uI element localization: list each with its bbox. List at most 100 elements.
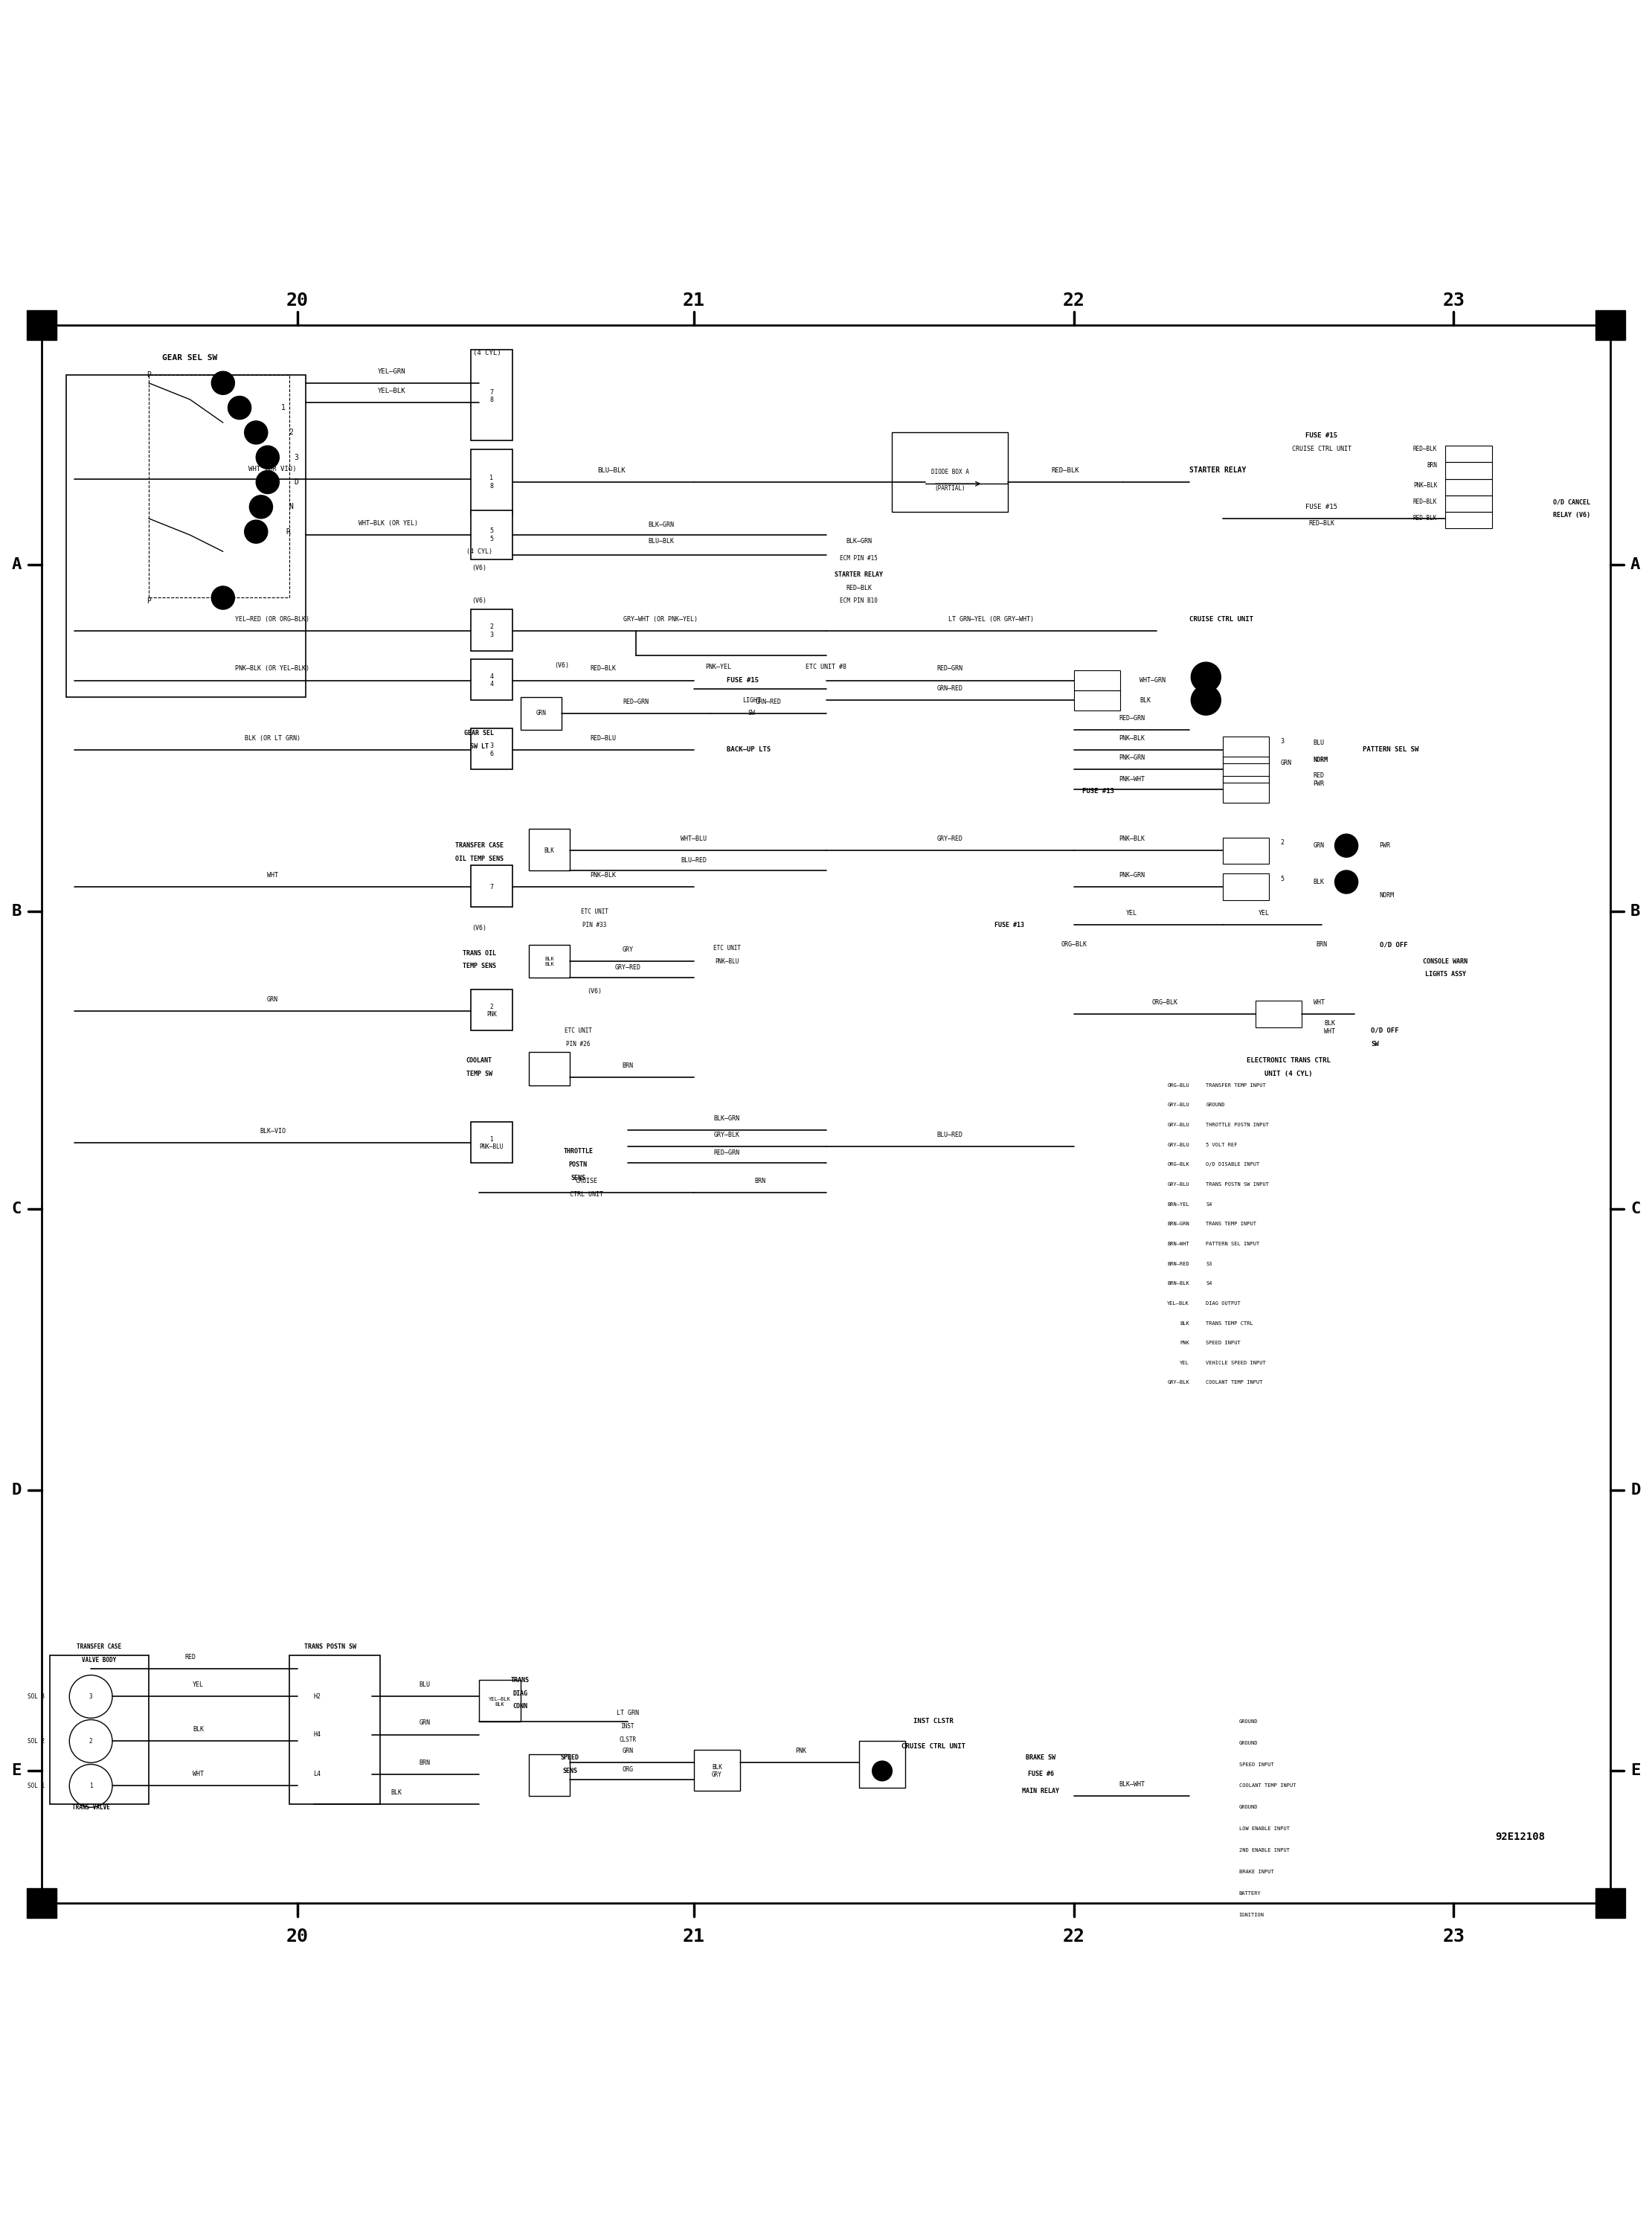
- Text: RED–BLK: RED–BLK: [1412, 515, 1437, 522]
- Circle shape: [244, 422, 268, 444]
- Text: FUSE #15: FUSE #15: [727, 677, 758, 684]
- Text: PNK–BLK: PNK–BLK: [1118, 735, 1145, 741]
- Text: BRN: BRN: [755, 1177, 765, 1185]
- Text: THROTTLE POSTN INPUT: THROTTLE POSTN INPUT: [1206, 1123, 1269, 1128]
- Text: LT GRN–YEL (OR GRY–WHT): LT GRN–YEL (OR GRY–WHT): [948, 615, 1034, 622]
- Bar: [1596, 1889, 1626, 1918]
- Text: E: E: [1631, 1763, 1640, 1778]
- Text: GEAR SEL: GEAR SEL: [464, 730, 494, 737]
- Bar: [859, 1740, 905, 1787]
- Text: O/D CANCEL: O/D CANCEL: [1553, 500, 1591, 506]
- Text: PNK: PNK: [796, 1747, 806, 1754]
- Circle shape: [1335, 835, 1358, 857]
- Text: (V6): (V6): [586, 988, 603, 995]
- Text: BLU–RED: BLU–RED: [681, 857, 707, 864]
- Bar: [1446, 446, 1492, 462]
- Text: (V6): (V6): [471, 926, 487, 932]
- Text: NORM: NORM: [1313, 757, 1328, 764]
- Text: SOL 1: SOL 1: [28, 1783, 45, 1789]
- Bar: [471, 728, 512, 770]
- Text: OIL TEMP SENS: OIL TEMP SENS: [454, 855, 504, 861]
- Text: PATTERN SEL SW: PATTERN SEL SW: [1363, 746, 1419, 753]
- Text: 3
6: 3 6: [489, 741, 494, 757]
- Text: GRY–WHT (OR PNK–YEL): GRY–WHT (OR PNK–YEL): [623, 615, 699, 622]
- Text: BLK
GRY: BLK GRY: [712, 1763, 722, 1778]
- Text: SW: SW: [1371, 1041, 1379, 1048]
- Text: GROUND: GROUND: [1239, 1718, 1257, 1723]
- Text: COOLANT: COOLANT: [466, 1057, 492, 1063]
- Text: LIGHT: LIGHT: [742, 697, 762, 704]
- Text: (V6): (V6): [471, 597, 487, 604]
- Text: NORM: NORM: [1379, 892, 1394, 899]
- Text: 2: 2: [1280, 839, 1284, 846]
- Bar: [1222, 875, 1269, 899]
- Bar: [1596, 311, 1626, 340]
- Text: GRY–BLK: GRY–BLK: [714, 1132, 740, 1139]
- Text: BLK: BLK: [544, 848, 555, 855]
- Text: LOW ENABLE INPUT: LOW ENABLE INPUT: [1239, 1827, 1290, 1832]
- Text: GRY–BLU: GRY–BLU: [1168, 1103, 1189, 1108]
- Text: BRN: BRN: [1317, 941, 1327, 948]
- Text: BLK: BLK: [193, 1727, 203, 1734]
- Text: GROUND: GROUND: [1206, 1103, 1224, 1108]
- Text: 22: 22: [1062, 291, 1085, 309]
- Text: (PARTIAL): (PARTIAL): [935, 486, 965, 493]
- Bar: [26, 311, 56, 340]
- Text: 23: 23: [1442, 1927, 1465, 1945]
- Text: B: B: [1631, 904, 1640, 919]
- Bar: [529, 946, 570, 977]
- Text: PATTERN SEL INPUT: PATTERN SEL INPUT: [1206, 1241, 1260, 1245]
- Text: P: P: [147, 371, 150, 377]
- Text: GRY: GRY: [623, 946, 633, 952]
- Text: ECM PIN B10: ECM PIN B10: [841, 597, 877, 604]
- Text: C: C: [1631, 1201, 1640, 1217]
- Text: 1
PNK–BLU: 1 PNK–BLU: [479, 1137, 504, 1150]
- Text: WHT: WHT: [1313, 999, 1325, 1006]
- Text: PNK: PNK: [1180, 1341, 1189, 1345]
- Bar: [1074, 690, 1120, 710]
- Circle shape: [228, 395, 251, 420]
- Text: PNK–GRN: PNK–GRN: [1118, 872, 1145, 879]
- Text: BRN–GRN: BRN–GRN: [1168, 1221, 1189, 1225]
- Text: 2
PNK: 2 PNK: [486, 1003, 497, 1019]
- Text: ETC UNIT: ETC UNIT: [582, 908, 608, 915]
- Text: BLK
BLK: BLK BLK: [545, 957, 553, 966]
- Text: GRY–RED: GRY–RED: [937, 835, 963, 841]
- Text: BLK: BLK: [392, 1789, 401, 1796]
- Text: PNK–YEL: PNK–YEL: [705, 664, 732, 670]
- Text: INST: INST: [621, 1723, 634, 1729]
- Text: WHT (OR VIO): WHT (OR VIO): [248, 466, 297, 473]
- Text: 4
4: 4 4: [489, 673, 494, 688]
- Text: S4: S4: [1206, 1281, 1213, 1285]
- Text: 20: 20: [286, 1927, 309, 1945]
- Text: BLK–VIO: BLK–VIO: [259, 1128, 286, 1134]
- Text: ORG–BLK: ORG–BLK: [1151, 999, 1178, 1006]
- Circle shape: [1191, 662, 1221, 693]
- Text: 2ND ENABLE INPUT: 2ND ENABLE INPUT: [1239, 1847, 1290, 1851]
- Text: O/D OFF: O/D OFF: [1379, 941, 1408, 948]
- Text: BLK (OR LT GRN): BLK (OR LT GRN): [244, 735, 301, 741]
- Text: RELAY (V6): RELAY (V6): [1553, 513, 1591, 519]
- Text: PWR: PWR: [1379, 841, 1391, 848]
- Text: 3: 3: [89, 1694, 93, 1701]
- Text: PNK–BLK: PNK–BLK: [590, 872, 616, 879]
- Bar: [1256, 1001, 1302, 1028]
- Text: L4: L4: [314, 1772, 320, 1778]
- Text: GROUND: GROUND: [1239, 1805, 1257, 1809]
- Text: RED–GRN: RED–GRN: [1118, 715, 1145, 722]
- Text: E: E: [12, 1763, 21, 1778]
- Text: GRY–BLU: GRY–BLU: [1168, 1181, 1189, 1185]
- Text: SPEED INPUT: SPEED INPUT: [1239, 1763, 1274, 1767]
- Text: BLK: BLK: [1180, 1321, 1189, 1325]
- Bar: [50, 1656, 149, 1805]
- Text: TRANS VALVE: TRANS VALVE: [73, 1805, 109, 1812]
- Text: 92E12108: 92E12108: [1495, 1832, 1545, 1843]
- Text: (V6): (V6): [471, 564, 487, 571]
- Text: 20: 20: [286, 291, 309, 309]
- Text: YEL–BLK
BLK: YEL–BLK BLK: [489, 1696, 510, 1707]
- Text: FUSE #15: FUSE #15: [1305, 504, 1338, 511]
- Text: ORG–BLK: ORG–BLK: [1061, 941, 1087, 948]
- Text: BLU–BLK: BLU–BLK: [598, 466, 624, 473]
- Bar: [694, 1749, 740, 1792]
- Text: ORG–BLK: ORG–BLK: [1168, 1163, 1189, 1168]
